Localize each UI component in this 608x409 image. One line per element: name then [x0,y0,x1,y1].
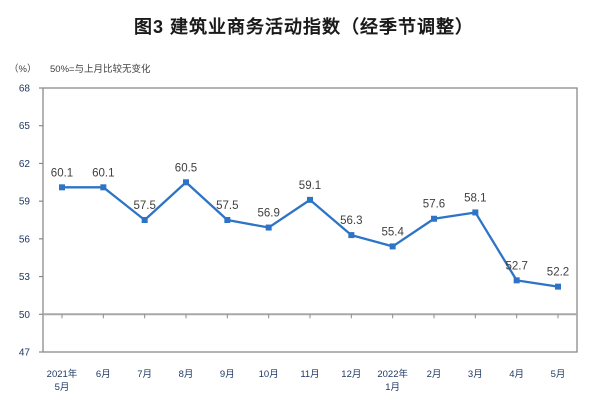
data-point-label: 52.2 [547,267,569,279]
data-point-label: 52.7 [505,260,527,272]
data-point-marker [183,179,189,186]
x-axis-tick-label: 12月 [341,369,361,380]
y-axis-tick-label: 65 [19,121,31,132]
data-point-label: 58.1 [464,192,486,204]
data-point-label: 56.9 [257,208,279,220]
x-axis-tick-label: 7月 [137,369,152,380]
data-point-marker [555,283,561,290]
data-point-marker [224,217,231,223]
data-point-marker [307,196,313,203]
data-point-marker [513,277,520,284]
x-axis-tick-label: 10月 [259,369,279,380]
x-axis-tick-label: 5月 [55,382,70,393]
x-axis-tick-label: 3月 [468,369,483,380]
x-axis-tick-label: 2022年 [377,368,408,380]
data-point-marker [348,232,355,239]
y-axis-tick-label: 53 [19,272,31,283]
x-axis-tick-label: 8月 [179,369,194,380]
data-point-label: 56.3 [340,215,362,227]
reference-value-note: 50%=与上月比较无变化 [50,64,151,75]
y-axis-tick-label: 50 [19,310,31,321]
y-axis-unit-label: （%） [9,64,37,75]
x-axis-tick-label: 9月 [220,369,235,380]
chart-title: 图3 建筑业商务活动指数（经季节调整） [133,17,474,37]
y-axis-tick-label: 56 [19,234,31,245]
x-axis-tick-label: 2021年 [47,368,78,380]
data-point-label: 57.5 [216,200,238,212]
data-point-marker [59,184,65,191]
x-axis-tick-label: 5月 [551,369,566,380]
data-point-label: 60.1 [92,167,114,179]
data-point-marker [100,184,107,191]
x-axis-tick-label: 4月 [509,369,524,380]
data-point-label: 59.1 [299,180,321,192]
data-point-marker [472,209,479,216]
y-axis-tick-label: 62 [19,159,31,170]
y-axis-tick-label: 59 [19,197,31,208]
data-point-label: 55.4 [381,226,404,238]
data-point-marker [265,224,272,231]
plot-frame [42,87,578,353]
x-axis-tick-label: 1月 [385,382,400,393]
data-point-marker [389,243,396,250]
data-point-marker [141,217,148,223]
y-axis-tick-label: 68 [19,84,31,95]
x-axis-tick-label: 2月 [427,369,442,380]
data-point-label: 60.5 [175,162,197,174]
data-point-label: 57.5 [133,200,155,212]
x-axis-tick-label: 11月 [300,369,319,380]
y-axis-tick-label: 47 [19,348,31,359]
data-point-label: 57.6 [423,199,445,211]
data-point-marker [431,215,437,222]
data-point-label: 60.1 [51,167,73,179]
x-axis-tick-label: 6月 [96,369,111,380]
